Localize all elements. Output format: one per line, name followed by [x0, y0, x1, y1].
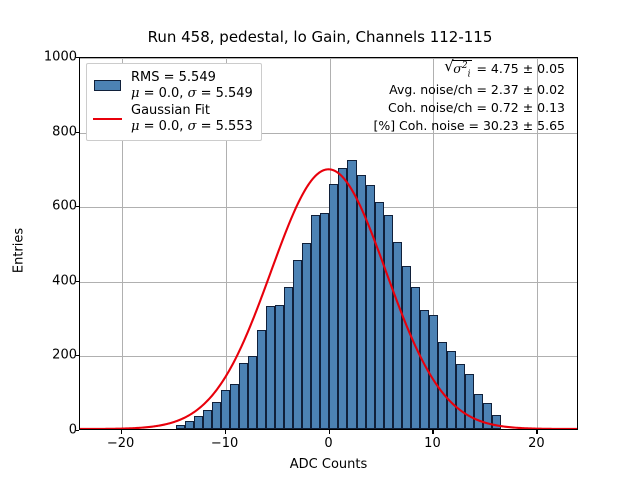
y-tick-label: 1000	[43, 49, 77, 65]
x-tick-label: 10	[424, 436, 441, 451]
x-tick-mark	[120, 430, 122, 434]
x-tick-mark	[328, 430, 330, 434]
legend-line-icon	[93, 108, 123, 130]
y-axis-label: Entries	[11, 227, 27, 274]
histogram-bar	[492, 414, 502, 429]
histogram-bar	[229, 383, 239, 429]
y-tick-label: 800	[52, 124, 77, 140]
stats-annotation-block: √ σ2i = 4.75 ± 0.05 Avg. noise/ch = 2.37 …	[300, 57, 565, 135]
gridline-horizontal	[80, 58, 577, 59]
x-tick-mark	[432, 430, 434, 434]
sqrt-icon: √ σ2i	[444, 57, 473, 80]
histogram-bar	[392, 241, 402, 429]
x-tick-label: 0	[324, 436, 333, 451]
histogram-bar	[437, 342, 447, 429]
histogram-bar	[446, 351, 456, 429]
histogram-bar	[401, 265, 411, 429]
histogram-bar	[320, 213, 330, 429]
histogram-bar	[266, 305, 276, 429]
y-tick-label: 400	[52, 273, 77, 289]
stat-sqrt-sigma-i-squared: √ σ2i = 4.75 ± 0.05	[300, 57, 565, 81]
histogram-bar	[410, 286, 420, 429]
histogram-bar	[257, 330, 267, 429]
legend-fit-params: μ = 0.0, σ = 5.553	[131, 118, 253, 134]
histogram-bar	[374, 202, 384, 429]
histogram-bar	[428, 315, 438, 429]
plot-area	[79, 57, 578, 430]
histogram-bar	[248, 355, 258, 429]
histogram-bar	[483, 402, 493, 429]
histogram-bar	[175, 425, 185, 429]
histogram-bar	[220, 390, 230, 429]
y-tick-label: 200	[52, 347, 77, 363]
histogram-bar	[474, 393, 484, 429]
histogram-bar	[311, 214, 321, 429]
histogram-bar	[329, 184, 339, 429]
histogram-bar	[419, 310, 429, 429]
x-tick-label: 20	[528, 436, 545, 451]
stat-avg-noise: Avg. noise/ch = 2.37 ± 0.02	[389, 82, 565, 98]
legend-entry-histogram: RMS = 5.549 μ = 0.0, σ = 5.549	[93, 70, 253, 102]
legend-patch-icon	[93, 75, 123, 97]
x-tick-mark	[224, 430, 226, 434]
chart-title: Run 458, pedestal, lo Gain, Channels 112…	[147, 28, 493, 46]
legend-entry-fit: Gaussian Fit μ = 0.0, σ = 5.553	[93, 103, 253, 135]
chart-legend: RMS = 5.549 μ = 0.0, σ = 5.549 Gaussian …	[86, 63, 262, 142]
histogram-bar	[275, 305, 285, 429]
histogram-bar	[193, 415, 203, 429]
y-tick-mark	[75, 430, 79, 432]
histogram-bar	[465, 373, 475, 429]
stat-sqrt-sigma-value: = 4.75 ± 0.05	[476, 61, 565, 77]
legend-entry-fit-text: Gaussian Fit μ = 0.0, σ = 5.553	[131, 103, 253, 135]
histogram-bar	[211, 401, 221, 429]
histogram-bar	[338, 167, 348, 429]
histogram-bar	[202, 409, 212, 429]
histogram-bar	[383, 214, 393, 429]
stat-coh-noise: Coh. noise/ch = 0.72 ± 0.13	[387, 100, 565, 116]
histogram-bar	[356, 175, 366, 429]
x-tick-label: −10	[210, 436, 239, 451]
histogram-bar	[293, 260, 303, 429]
x-tick-mark	[536, 430, 538, 434]
histogram-bar	[302, 242, 312, 429]
y-tick-label: 0	[68, 422, 77, 438]
x-tick-label: −20	[106, 436, 135, 451]
legend-fit-label: Gaussian Fit	[131, 102, 211, 118]
stat-pct-coh-noise: [%] Coh. noise = 30.23 ± 5.65	[373, 117, 565, 133]
histogram-bar	[284, 286, 294, 429]
histogram-bar	[347, 159, 357, 429]
y-tick-label: 600	[52, 198, 77, 214]
legend-entry-histogram-text: RMS = 5.549 μ = 0.0, σ = 5.549	[131, 70, 253, 102]
histogram-bar	[456, 363, 466, 429]
gridline-horizontal	[80, 132, 577, 134]
legend-rms-label: RMS = 5.549	[131, 70, 216, 85]
x-axis-label: ADC Counts	[289, 457, 368, 472]
legend-hist-params: μ = 0.0, σ = 5.549	[131, 85, 253, 101]
histogram-bar	[238, 362, 248, 429]
histogram-bar	[365, 184, 375, 429]
histogram-bar	[184, 420, 194, 429]
